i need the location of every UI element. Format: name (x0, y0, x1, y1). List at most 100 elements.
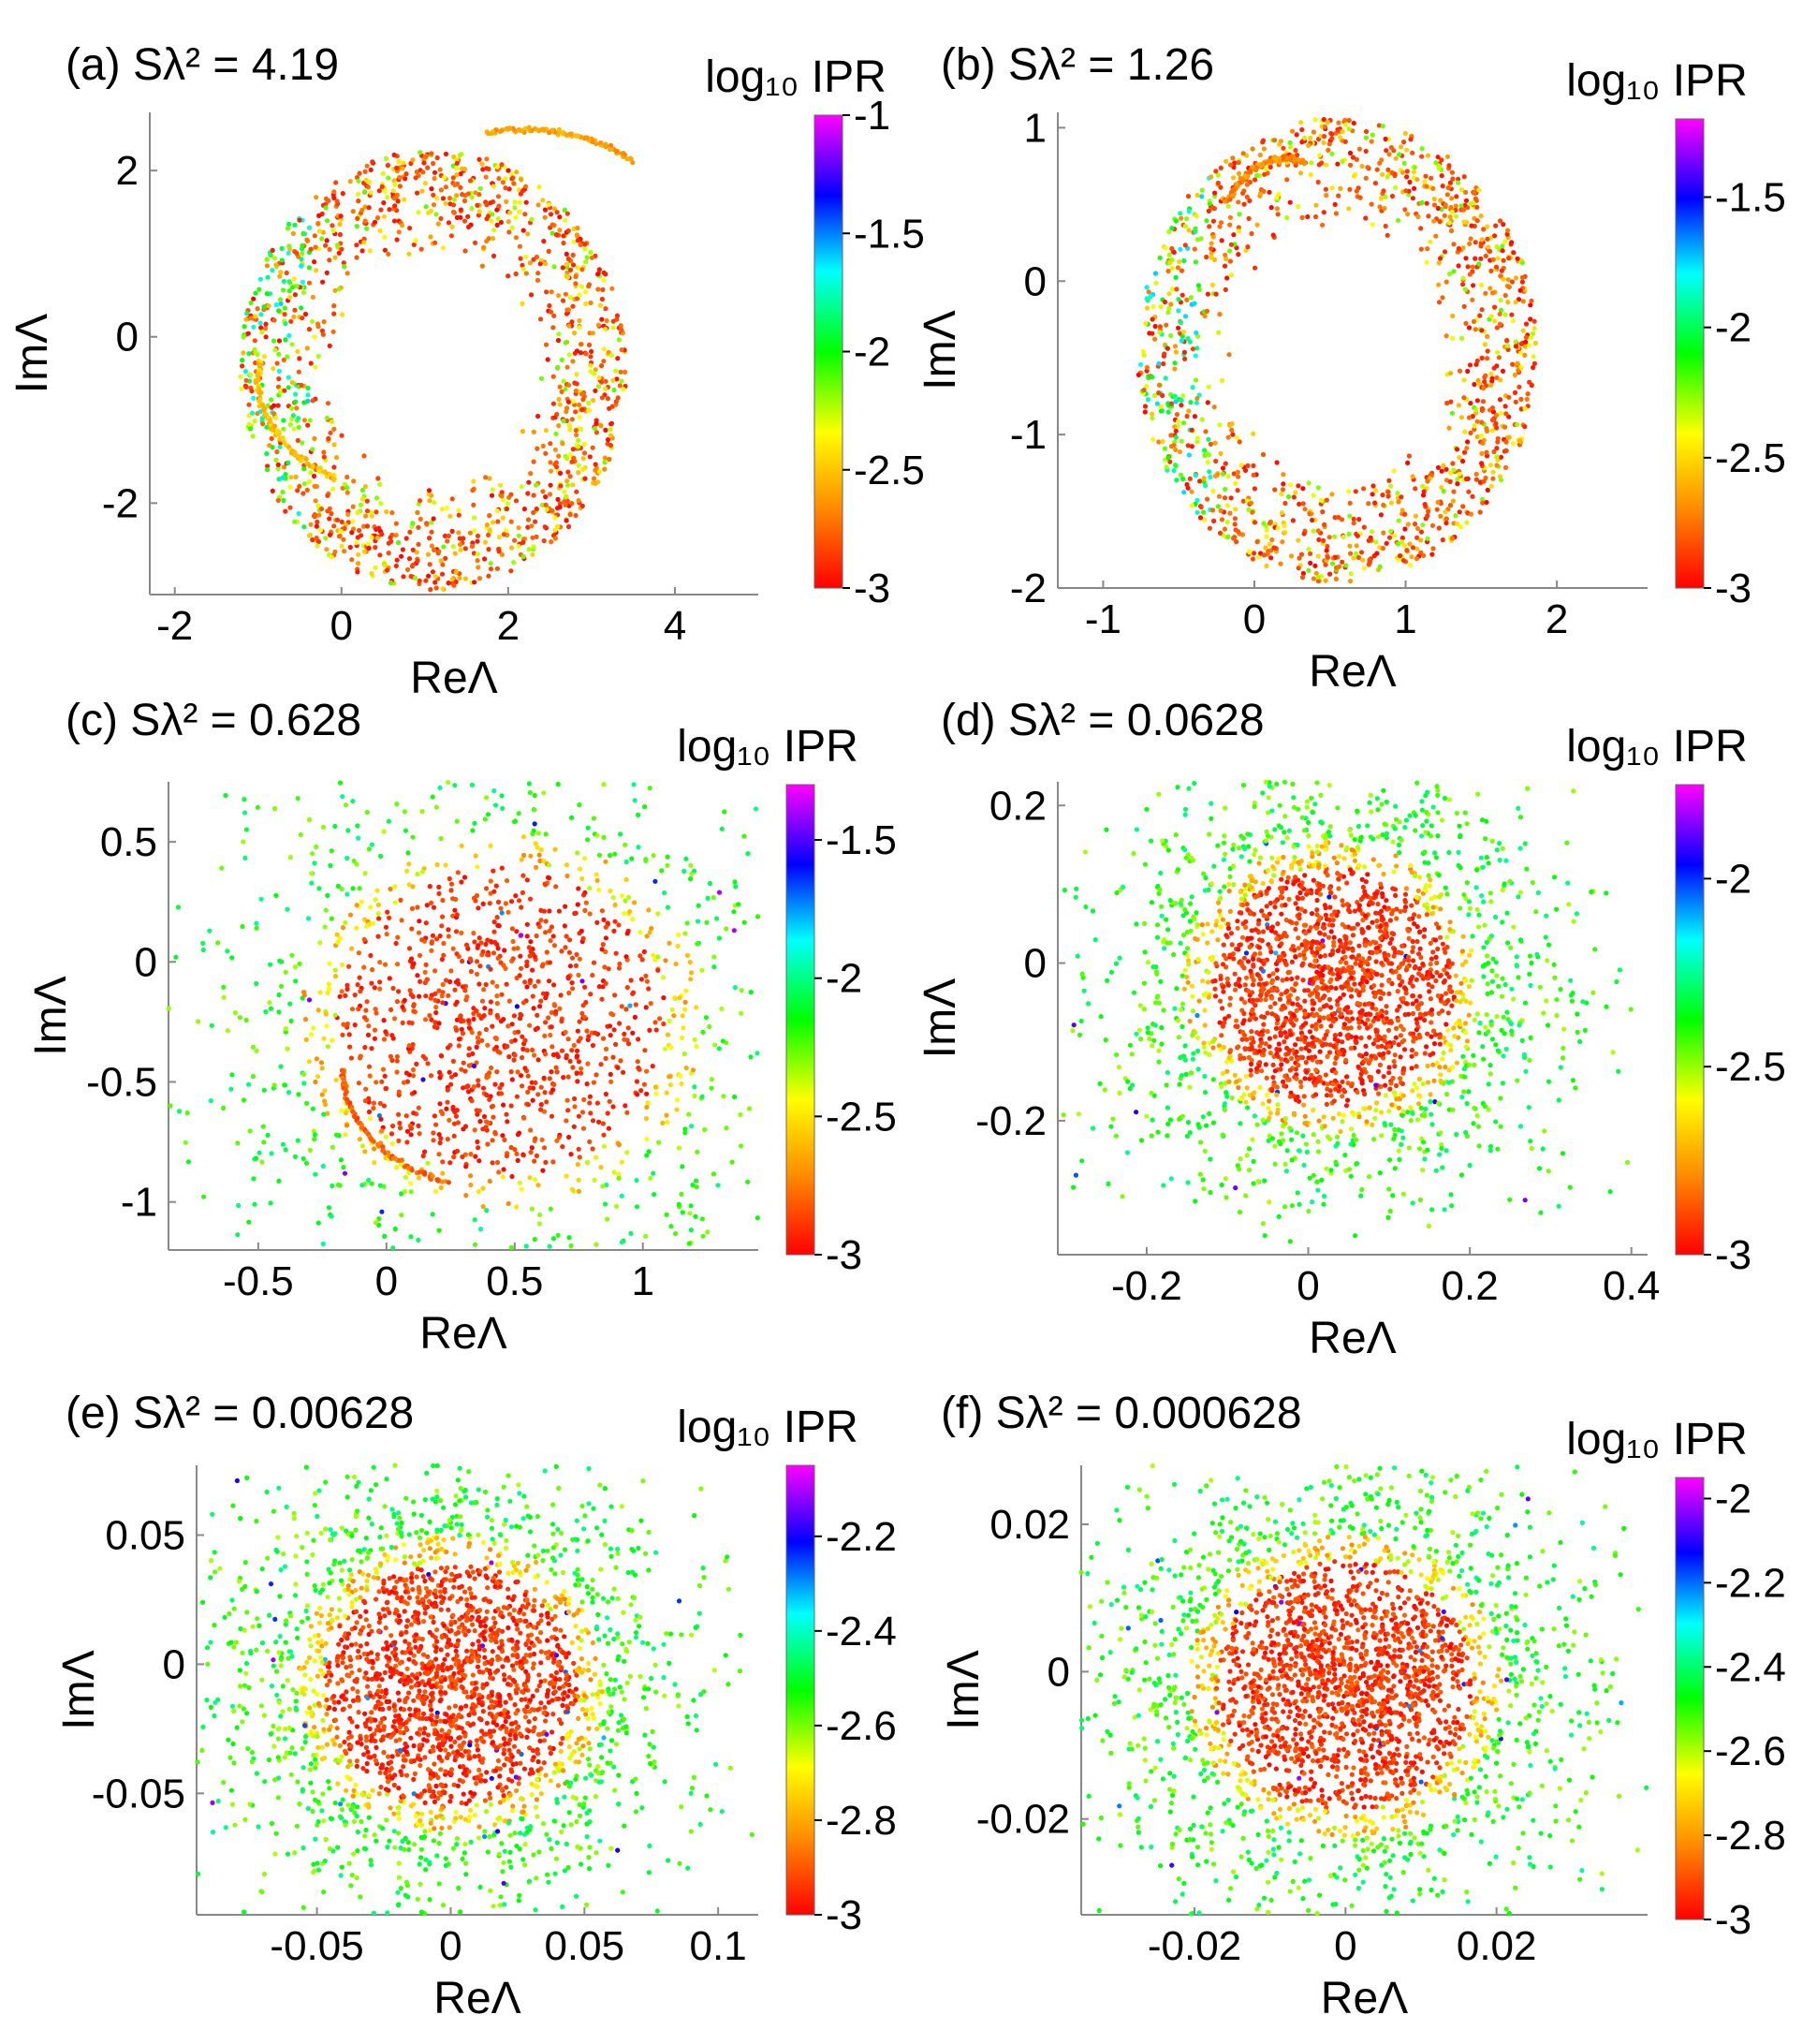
data-point (285, 1046, 290, 1051)
data-point (1311, 576, 1316, 581)
data-point (1474, 218, 1480, 224)
data-point (491, 228, 497, 233)
data-point (252, 338, 257, 344)
data-point (228, 1086, 234, 1092)
data-point (525, 231, 531, 237)
data-point (522, 979, 528, 985)
data-point (1477, 509, 1483, 515)
data-point (402, 1189, 407, 1195)
data-point (1468, 236, 1473, 242)
data-point (1455, 477, 1460, 482)
data-point (436, 1228, 442, 1233)
data-point (512, 1147, 518, 1153)
data-point (334, 243, 341, 248)
data-point (241, 839, 246, 845)
data-point (616, 337, 623, 343)
data-point (519, 1186, 524, 1192)
data-point (1495, 435, 1501, 441)
data-point (254, 980, 259, 987)
data-point (446, 927, 451, 933)
data-point (576, 1113, 582, 1119)
data-point (630, 990, 637, 995)
data-point (634, 1079, 640, 1084)
data-point (1142, 404, 1149, 409)
data-point (486, 547, 491, 552)
data-point (1262, 171, 1268, 177)
data-point (482, 1006, 488, 1011)
data-point (1447, 470, 1453, 476)
data-point (368, 190, 374, 196)
data-point (314, 536, 319, 541)
data-point (1289, 128, 1296, 134)
data-point (374, 495, 380, 501)
data-point (410, 1073, 417, 1079)
data-point (1356, 517, 1362, 522)
data-point (1400, 169, 1406, 175)
data-point (446, 780, 451, 786)
data-point (1150, 303, 1156, 310)
data-point (446, 993, 451, 998)
data-point (1199, 417, 1205, 422)
data-point (390, 1245, 396, 1251)
data-point (333, 180, 339, 185)
data-point (1312, 801, 1318, 807)
data-point (506, 219, 511, 225)
data-point (326, 1205, 332, 1211)
data-point (1463, 256, 1469, 261)
data-point (603, 859, 608, 864)
data-point (1419, 154, 1425, 159)
data-point (1450, 1107, 1456, 1112)
data-point (1204, 218, 1209, 224)
data-point (454, 172, 460, 178)
data-point (254, 925, 259, 931)
data-point (387, 915, 392, 920)
data-point (533, 1136, 538, 1141)
data-point (389, 1123, 396, 1129)
data-point (564, 518, 569, 523)
data-point (1451, 489, 1457, 494)
data-point (1522, 352, 1528, 358)
data-point (1201, 509, 1207, 515)
data-point (1380, 124, 1385, 129)
data-point (553, 431, 559, 436)
data-point (366, 846, 372, 852)
data-point (636, 1037, 641, 1042)
data-point (1245, 463, 1251, 468)
data-point (1460, 245, 1466, 251)
data-point (1173, 274, 1179, 280)
data-point (626, 1041, 632, 1047)
data-point (487, 476, 492, 481)
data-point (184, 1110, 190, 1116)
data-point (354, 243, 359, 248)
data-point (525, 1089, 531, 1095)
data-point (1471, 200, 1476, 206)
data-point (330, 1037, 335, 1043)
data-point (331, 195, 337, 200)
data-point (1440, 537, 1445, 543)
data-point (1404, 169, 1410, 174)
data-point (499, 551, 506, 558)
data-point (669, 1007, 675, 1012)
data-point (1472, 190, 1477, 196)
data-point (1474, 434, 1480, 440)
data-point (410, 157, 416, 163)
data-point (1370, 132, 1375, 138)
data-point (1428, 1052, 1433, 1058)
data-point (1457, 368, 1463, 374)
data-point (410, 1066, 417, 1073)
data-point (1501, 1053, 1506, 1059)
data-point (375, 934, 381, 939)
data-point (312, 334, 317, 340)
data-point (1329, 136, 1335, 141)
data-point (1275, 212, 1281, 217)
data-point (277, 444, 283, 449)
data-point (454, 193, 460, 199)
data-point (472, 820, 477, 826)
data-point (389, 510, 395, 516)
data-point (388, 580, 394, 586)
data-point (1189, 503, 1194, 508)
data-point (559, 948, 564, 954)
data-point (729, 1159, 735, 1165)
data-point (662, 1046, 668, 1051)
x-tick-label: 1 (631, 1258, 653, 1304)
